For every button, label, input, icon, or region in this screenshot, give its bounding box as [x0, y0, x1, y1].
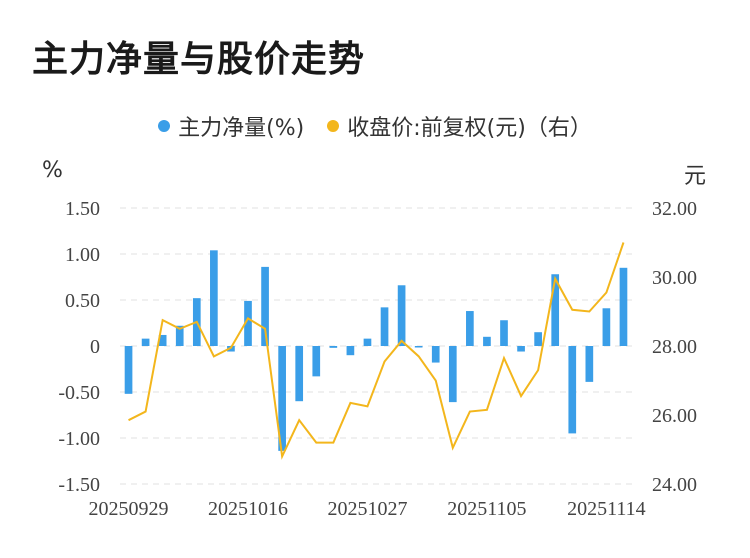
left-tick-label: 1.50: [65, 198, 100, 220]
x-tick-label: 20251016: [208, 498, 288, 520]
legend-item-main-net[interactable]: 主力净量(%): [158, 110, 304, 142]
left-tick-label: 0: [90, 336, 100, 358]
bar: [568, 346, 577, 434]
x-tick-label: 20251114: [567, 498, 646, 520]
left-tick-label: 0.50: [65, 290, 100, 312]
bar: [414, 346, 423, 348]
bar: [397, 285, 406, 346]
bar: [380, 307, 389, 346]
bar: [329, 346, 338, 348]
bar: [175, 325, 184, 346]
legend-item-close-price[interactable]: 收盘价:前复权(元)（右）: [327, 110, 592, 142]
right-tick-label: 32.00: [652, 198, 697, 220]
bar: [261, 266, 269, 346]
right-tick-label: 26.00: [652, 405, 697, 427]
bar: [466, 311, 474, 346]
legend-label-main-net: 主力净量(%): [178, 116, 305, 141]
bar: [210, 250, 218, 346]
right-axis-unit: 元: [684, 164, 707, 189]
legend-label-close-price: 收盘价:前复权(元)（右）: [347, 116, 592, 141]
x-tick-label: 20251027: [327, 498, 407, 520]
bar: [141, 338, 150, 346]
bar: [517, 346, 525, 352]
right-tick-label: 24.00: [652, 474, 697, 496]
legend-bar-swatch: [158, 120, 171, 132]
bar: [346, 346, 355, 356]
bar: [500, 320, 508, 346]
left-tick-label: -1.50: [58, 474, 100, 496]
bar: [551, 274, 560, 346]
right-tick-label: 30.00: [652, 267, 697, 289]
x-tick-label: 20251105: [447, 498, 526, 520]
legend-line-swatch: [327, 120, 340, 132]
bar: [244, 300, 252, 346]
legend: 主力净量(%) 收盘价:前复权(元)（右）: [0, 110, 750, 142]
bar: [602, 308, 611, 346]
bar: [278, 346, 286, 451]
left-axis-unit: %: [42, 158, 63, 183]
bar: [431, 346, 440, 363]
bar: [363, 338, 372, 346]
bar: [619, 267, 628, 346]
left-tick-label: 1.00: [65, 244, 100, 266]
bar: [124, 346, 133, 394]
bar: [483, 336, 491, 346]
bar: [585, 346, 594, 382]
right-tick-label: 28.00: [652, 336, 697, 358]
chart-title: 主力净量与股价走势: [32, 39, 366, 80]
bar: [534, 332, 542, 346]
bar: [448, 346, 457, 403]
bar: [295, 346, 304, 402]
price-line: [128, 242, 625, 460]
left-tick-label: -1.00: [58, 428, 100, 450]
bar: [158, 334, 167, 346]
left-tick-label: -0.50: [58, 382, 100, 404]
bar: [312, 346, 321, 377]
x-tick-label: 20250929: [89, 498, 169, 520]
